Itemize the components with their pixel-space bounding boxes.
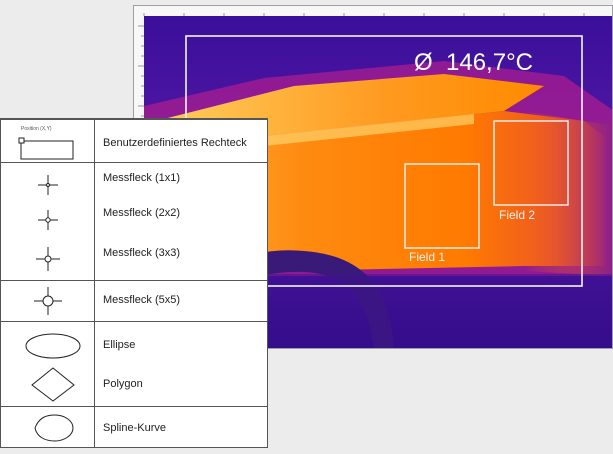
legend-row-spot-5x5[interactable]: Messfleck (5x5) bbox=[1, 280, 267, 322]
legend-label-polygon[interactable]: Polygon bbox=[103, 378, 143, 390]
spline-icon bbox=[34, 414, 74, 442]
legend-label-spot-5x5: Messfleck (5x5) bbox=[103, 294, 181, 306]
rectangle-icon bbox=[18, 137, 74, 160]
legend-label-spot-2x2[interactable]: Messfleck (2x2) bbox=[103, 207, 181, 219]
legend-label-rectangle: Benutzerdefiniertes Rechteck bbox=[103, 137, 247, 149]
measurement-tools-legend: Position (X,Y) Benutzerdefiniertes Recht… bbox=[0, 118, 268, 448]
legend-label-ellipse[interactable]: Ellipse bbox=[103, 339, 136, 351]
field-1-rectangle[interactable] bbox=[404, 163, 480, 249]
legend-label-spot-1x1[interactable]: Messfleck (1x1) bbox=[103, 172, 181, 184]
spot-2x2-icon bbox=[38, 210, 58, 230]
legend-row-shapes: Ellipse Polygon bbox=[1, 321, 267, 407]
legend-label-spline: Spline-Kurve bbox=[103, 422, 166, 434]
spot-3x3-icon bbox=[36, 247, 60, 271]
spot-5x5-icon bbox=[34, 287, 62, 315]
field-1-label: Field 1 bbox=[409, 250, 445, 264]
legend-row-rectangle[interactable]: Position (X,Y) Benutzerdefiniertes Recht… bbox=[1, 119, 267, 163]
legend-label-spot-3x3[interactable]: Messfleck (3x3) bbox=[103, 247, 181, 259]
ellipse-icon bbox=[25, 333, 81, 359]
spot-1x1-icon bbox=[38, 175, 58, 195]
legend-row-spots: Messfleck (1x1) Messfleck (2x2) Messflec… bbox=[1, 162, 267, 281]
polygon-icon bbox=[31, 367, 75, 402]
average-temperature-readout: Ø 146,7°C bbox=[414, 49, 533, 76]
field-2-label: Field 2 bbox=[499, 208, 535, 222]
legend-column-divider bbox=[94, 119, 95, 447]
position-hint: Position (X,Y) bbox=[21, 126, 52, 132]
legend-row-spline[interactable]: Spline-Kurve bbox=[1, 406, 267, 449]
field-2-rectangle[interactable] bbox=[493, 120, 569, 206]
